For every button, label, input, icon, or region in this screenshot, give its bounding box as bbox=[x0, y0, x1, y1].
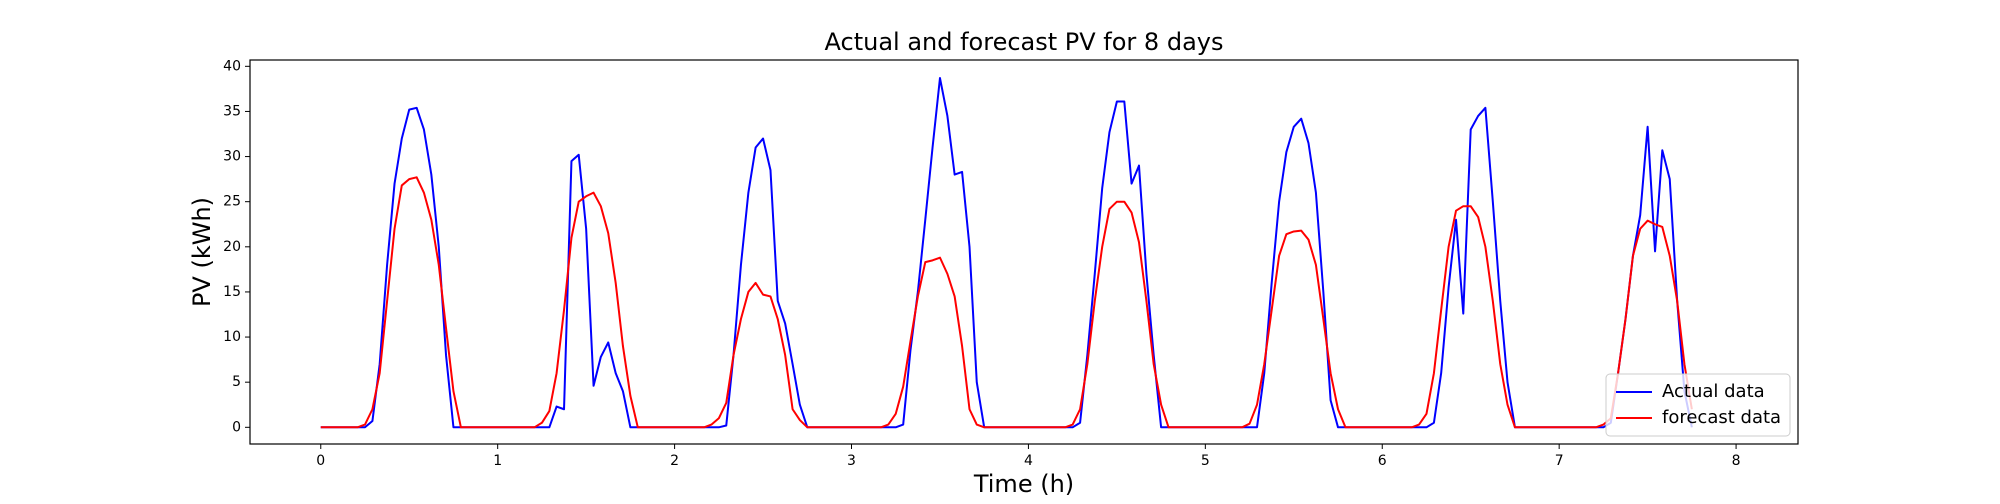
legend-label: forecast data bbox=[1662, 407, 1781, 428]
x-tick-label: 6 bbox=[1378, 453, 1387, 469]
legend-box bbox=[1605, 373, 1791, 437]
x-tick-label: 2 bbox=[670, 453, 679, 469]
x-axis-label: Time (h) bbox=[973, 470, 1074, 498]
y-tick-label: 0 bbox=[232, 419, 241, 435]
y-tick-label: 20 bbox=[223, 239, 241, 255]
y-tick-label: 35 bbox=[223, 103, 241, 119]
y-tick-label: 5 bbox=[232, 374, 241, 390]
y-tick-label: 40 bbox=[223, 58, 241, 74]
legend-label: Actual data bbox=[1662, 381, 1765, 402]
y-tick-label: 30 bbox=[223, 149, 241, 165]
x-tick-label: 3 bbox=[847, 453, 856, 469]
y-tick-label: 10 bbox=[223, 329, 241, 345]
x-tick-label: 0 bbox=[316, 453, 325, 469]
series-line bbox=[320, 176, 1693, 429]
x-tick-label: 7 bbox=[1555, 453, 1564, 469]
plot-frame bbox=[249, 59, 1799, 445]
x-tick-label: 1 bbox=[493, 453, 502, 469]
y-axis-label: PV (kWh) bbox=[188, 197, 216, 307]
x-tick-label: 4 bbox=[1024, 453, 1033, 469]
y-tick-label: 15 bbox=[223, 284, 241, 300]
chart-title: Actual and forecast PV for 8 days bbox=[825, 28, 1224, 56]
y-tick-label: 25 bbox=[223, 194, 241, 210]
x-tick-label: 8 bbox=[1732, 453, 1741, 469]
x-tick-label: 5 bbox=[1201, 453, 1210, 469]
legend: Actual data forecast data bbox=[1605, 373, 1791, 437]
